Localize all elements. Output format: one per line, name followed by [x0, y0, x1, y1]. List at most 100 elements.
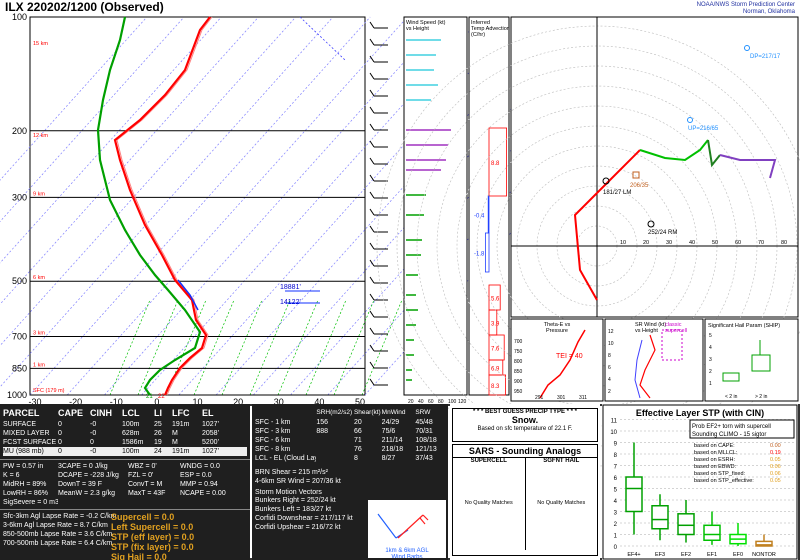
ship-tick: 4: [709, 345, 712, 351]
temp-advection-value: 5.6: [491, 297, 500, 303]
parcel-more-cell: SigSevere = 0 m3/s3: [3, 499, 58, 506]
temp-advection-bar: [488, 374, 507, 396]
parcel-more-cell: MMP = 0.94: [180, 481, 218, 488]
shear-panel: SRH(m2/s2) Shear(kt) MnWind SRW SFC - 1 …: [252, 404, 448, 560]
parcel-cell: 191m: [172, 448, 190, 455]
parcel-cell: MU (988 mb): [3, 448, 44, 455]
stp-note-box: [689, 419, 795, 439]
wind-barb-flag: [369, 310, 375, 318]
parcel-more-cell: FZL = 0': [128, 472, 154, 479]
composite-index: STP (fix layer) = 0.0: [111, 542, 194, 552]
stp-box: [677, 513, 695, 536]
shear-cell: 211/14: [381, 437, 403, 444]
pressure-tick-label: 300: [12, 192, 27, 202]
dry-adiabat-line: [137, 299, 179, 396]
storm-motion-title: Storm Motion Vectors: [255, 489, 322, 496]
wind-barb-flag: [369, 38, 375, 46]
isotherm-line: [141, 16, 483, 396]
shear-more-row: BRN Shear = 215 m²/s²: [255, 469, 328, 476]
theta-e-tick: 800: [514, 359, 523, 365]
stp-ytick: 8: [614, 453, 618, 459]
height-label: 15 km: [33, 41, 48, 47]
shear-cell: 66: [353, 428, 362, 435]
parcel-cell: 1027': [202, 421, 219, 428]
shear-header-row: SRH(m2/s2) Shear(kt) MnWind SRW: [252, 404, 448, 417]
pressure-tick-label: 700: [12, 331, 27, 341]
precip-note: Based on sfc temperature of 22.1 F.: [477, 426, 573, 432]
sars-msg-supercell: No Quality Matches: [453, 464, 526, 550]
hodograph-trace: [573, 149, 641, 301]
temp-advection-value: 8.8: [491, 161, 500, 167]
theta-e-tick: 900: [514, 379, 523, 385]
lapse-row: 850-500mb Lapse Rate = 3.6 C/km: [3, 531, 113, 538]
shear-hdr-shear: Shear(kt): [353, 409, 381, 416]
srwind-tick: 6: [608, 365, 611, 371]
parcel-cell: 0: [58, 439, 62, 446]
temp-advection-bar: [484, 232, 490, 273]
storm-motion-row: Bunkers Right = 252/24 kt: [255, 497, 336, 504]
parcel-more-cell: MidRH = 89%: [3, 481, 47, 488]
shear-more-row: 4-6km SR Wind = 207/36 kt: [255, 478, 341, 485]
temp-tick-label: 40: [314, 397, 324, 407]
precip-title: * * * BEST GUESS PRECIP TYPE * * *: [473, 409, 577, 415]
pressure-tick-label: 100: [12, 12, 27, 22]
shear-row: SFC - 1 km 156 20 24/29 45/48: [255, 418, 445, 427]
parcel-cell: 100m: [122, 448, 140, 455]
temp-tick-label: 10: [192, 397, 202, 407]
storm-motion-row: Bunkers Left = 183/27 kt: [255, 506, 332, 513]
lapse-row: 700-500mb Lapse Rate = 6.4 C/km: [3, 540, 113, 547]
srwind-panel: SR Wind (kt) vs Height classic supercell 1…: [604, 318, 704, 402]
legend-barb-6km: [377, 513, 409, 539]
lapse-row: Sfc-3km Agl Lapse Rate = -0.2 C/km: [3, 513, 117, 520]
stp-prob-value: 0.05: [770, 457, 781, 463]
shear-cell: 8/27: [381, 455, 396, 462]
parcel-cell: 628m: [122, 430, 140, 437]
parcel-cell: 1586m: [122, 439, 144, 446]
sars-col-supercell: SUPERCELL: [453, 458, 526, 464]
isotherm-line: [29, 16, 371, 396]
wind-barb-flag: [369, 378, 375, 386]
stp-category: EF2: [681, 552, 691, 558]
parcel-more-cell: LowRH = 86%: [3, 490, 48, 497]
sfc-temp-label: 22: [158, 394, 165, 400]
wind-barb-flag: [369, 106, 375, 114]
parcel-more-cell: [58, 498, 128, 507]
temp-tick-label: 50: [355, 397, 365, 407]
wind-barb-flag: [369, 208, 375, 216]
height-label: 3 km: [33, 330, 45, 336]
wind-barb-flag: [369, 123, 375, 131]
stp-note: Sounding CLIMO - 15 sigtor: [692, 432, 766, 438]
stp-prob-value: 0.05: [770, 478, 781, 484]
wind-barb-flag: [369, 55, 375, 63]
parcel-cell: 26: [154, 430, 162, 437]
parcel-header-row: PARCEL CAPE CINH LCL LI LFC EL: [0, 404, 250, 419]
temp-tick-label: 20: [233, 397, 243, 407]
sars-box: SARS - Sounding Analogs SUPERCELL SGFNT …: [452, 444, 598, 556]
sars-msgs: No Quality Matches No Quality Matches: [453, 464, 597, 550]
shear-cell: [316, 454, 354, 463]
srwind-title: SR Wind (kt) vs Height: [635, 322, 666, 334]
parcel-hdr-cape: CAPE: [58, 408, 84, 418]
header-credit-line2: Norman, Oklahoma: [743, 9, 796, 15]
hodo-tick: 60: [735, 240, 741, 246]
stp-ytick: 2: [614, 522, 618, 528]
dry-adiabat-line: [277, 299, 319, 396]
parcel-more-cell: MaxT = 43F: [128, 490, 166, 497]
parcel-cell: 19: [154, 439, 162, 446]
temp-tick-label: -30: [28, 397, 41, 407]
parcel-cell: -0: [90, 421, 97, 428]
stp-prob-value: 0.19: [770, 450, 781, 456]
hodo-tick: 40: [689, 240, 695, 246]
shear-hdr-srh: SRH(m2/s2): [316, 409, 353, 416]
temp-tick-label: 30: [274, 397, 284, 407]
precip-value: Snow.: [511, 415, 539, 425]
shear-cell: 75/6: [381, 428, 396, 435]
theta-e-xtick: 301: [557, 395, 566, 401]
shear-cell: 888: [316, 428, 329, 435]
shear-cell: SFC - 1 km: [255, 419, 291, 426]
wind-speed-panel: Wind Speed (kt) vs Height 20 40 60 80 100 120: [403, 16, 468, 405]
sars-title: SARS - Sounding Analogs: [468, 446, 582, 456]
hodo-rm-marker: [647, 220, 655, 228]
stp-prob-label: based on STP_fixed:: [694, 471, 746, 477]
stp-title: Effective Layer STP (with CIN): [636, 408, 764, 418]
